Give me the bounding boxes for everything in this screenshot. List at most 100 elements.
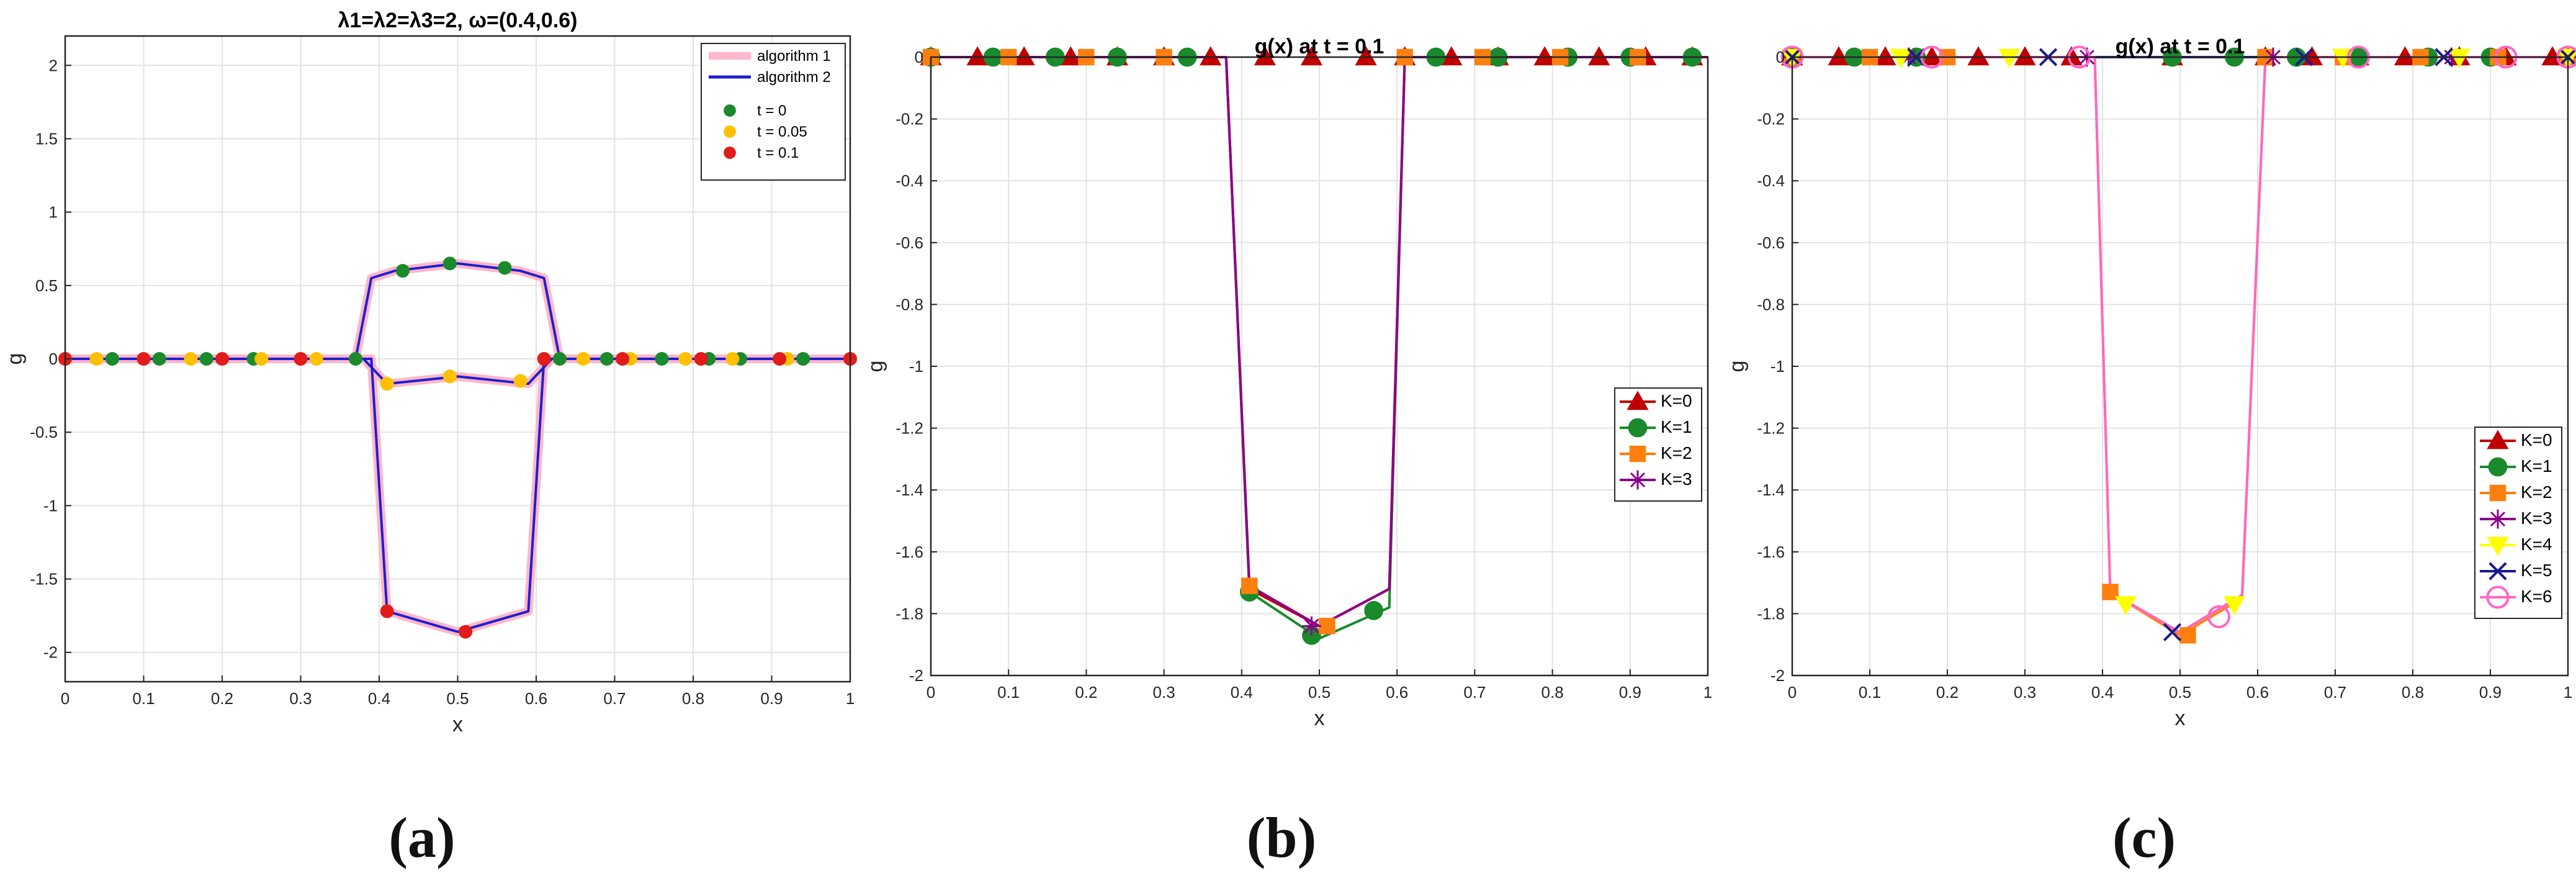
y-tick-label: -1.8 bbox=[1757, 604, 1785, 623]
data-point-t01 bbox=[773, 352, 787, 366]
y-tick-label: -1.4 bbox=[895, 481, 923, 499]
data-point-t0 bbox=[199, 352, 213, 366]
x-tick-label: 1 bbox=[846, 689, 855, 708]
data-point-K=2 bbox=[2179, 627, 2196, 644]
x-tick-label: 0.6 bbox=[1386, 683, 1408, 702]
x-tick-label: 0.8 bbox=[682, 689, 704, 708]
legend: algorithm 1 algorithm 2 t = 0 t = 0.05 t = 0… bbox=[701, 43, 846, 181]
y-tick-label: 0 bbox=[1776, 48, 1785, 66]
x-tick-label: 0.5 bbox=[2169, 683, 2191, 702]
data-point-K=1 bbox=[1364, 601, 1384, 620]
x-tick-label: 1 bbox=[1703, 683, 1712, 702]
data-point-K=4 bbox=[2223, 596, 2246, 616]
y-tick-label: -1.2 bbox=[1757, 419, 1785, 438]
legend-marker-swatch bbox=[2487, 536, 2509, 556]
data-point-K=0 bbox=[1828, 46, 1850, 66]
data-point-t0 bbox=[599, 352, 614, 366]
x-tick-label: 0.4 bbox=[2091, 683, 2114, 702]
data-point-K=5 bbox=[2163, 623, 2182, 641]
legend-marker-swatch bbox=[2488, 509, 2508, 529]
legend-marker-swatch bbox=[2488, 457, 2508, 477]
chart-title: g(x) at t = 0.1 bbox=[2116, 35, 2245, 58]
x-tick-label: 0.8 bbox=[2402, 683, 2424, 702]
y-tick-label: 0.5 bbox=[35, 276, 58, 295]
legend: K=0 K=1 K=2 K=3 K=4 K=5 K=6 bbox=[2474, 427, 2562, 619]
legend-label: K=2 bbox=[1661, 443, 1692, 463]
y-axis-label: g bbox=[864, 361, 887, 373]
legend-marker-swatch bbox=[2488, 562, 2507, 581]
x-tick-label: 0.4 bbox=[1231, 683, 1253, 702]
x-tick-label: 0.9 bbox=[1619, 683, 1641, 702]
y-tick-label: -1.6 bbox=[1757, 543, 1785, 561]
x-tick-label: 0.3 bbox=[1153, 683, 1175, 702]
legend-marker-swatch bbox=[1628, 418, 1648, 438]
data-point-t005 bbox=[442, 369, 457, 384]
y-tick-label: 0 bbox=[915, 48, 923, 66]
y-tick-label: 0 bbox=[49, 350, 58, 368]
legend-label: K=6 bbox=[2521, 587, 2552, 606]
y-tick-label: 1 bbox=[49, 203, 58, 222]
legend-box bbox=[2474, 427, 2562, 619]
data-point-K=0 bbox=[1355, 46, 1377, 66]
data-point-K=0 bbox=[2060, 46, 2083, 66]
chart-panel-2: 0 0.1 0.2 0.3 0.4 0.5 0.6 0.7 0.8 0.9 1 0 -0.2 -0.4 -0… bbox=[1725, 35, 2576, 730]
data-point-t01 bbox=[459, 625, 473, 639]
x-tick-label: 0 bbox=[1788, 683, 1797, 702]
data-point-t005 bbox=[513, 374, 527, 388]
legend-marker-swatch bbox=[1628, 470, 1648, 490]
panel-caption: (c) bbox=[2112, 806, 2176, 869]
legend-label: algorithm 2 bbox=[757, 69, 831, 86]
y-tick-label: -0.2 bbox=[895, 110, 923, 129]
legend-label: K=2 bbox=[2521, 482, 2552, 502]
data-point-K=0 bbox=[1300, 46, 1323, 66]
y-tick-label: -1.5 bbox=[30, 570, 58, 589]
data-point-K=6 bbox=[2207, 605, 2230, 628]
data-point-t005 bbox=[184, 352, 198, 366]
data-point-K=0 bbox=[1440, 46, 1463, 66]
data-point-t01 bbox=[294, 352, 308, 366]
legend-label: K=0 bbox=[1661, 391, 1692, 410]
data-point-t0 bbox=[349, 352, 363, 366]
x-tick-label: 0.5 bbox=[446, 689, 469, 708]
y-tick-label: -0.4 bbox=[895, 171, 923, 190]
data-point-K=2 bbox=[1319, 618, 1335, 635]
y-tick-label: -1 bbox=[909, 357, 923, 376]
data-point-K=0 bbox=[1013, 46, 1035, 66]
data-point-t0 bbox=[152, 352, 166, 366]
data-point-t0 bbox=[498, 261, 512, 275]
x-tick-label: 0 bbox=[61, 689, 70, 708]
data-point-K=0 bbox=[966, 46, 989, 66]
x-tick-label: 0.7 bbox=[2324, 683, 2346, 702]
data-point-K=0 bbox=[1254, 46, 1276, 66]
legend-label: K=3 bbox=[1661, 469, 1692, 489]
data-point-K=0 bbox=[2014, 46, 2036, 66]
x-tick-label: 0.1 bbox=[997, 683, 1020, 702]
data-point-K=0 bbox=[1921, 46, 1943, 66]
x-tick-label: 0.8 bbox=[1542, 683, 1564, 702]
data-point-K=3 bbox=[1302, 616, 1321, 636]
data-point-t005 bbox=[309, 352, 323, 366]
data-point-t005 bbox=[254, 352, 269, 366]
y-tick-label: -0.8 bbox=[895, 295, 923, 314]
data-point-K=0 bbox=[1059, 46, 1082, 66]
data-point-K=0 bbox=[1588, 46, 1610, 66]
legend-label: t = 0.1 bbox=[757, 145, 799, 161]
data-point-t01 bbox=[215, 352, 229, 366]
data-point-K=4 bbox=[2114, 596, 2137, 616]
series-line-algorithm-2-t0 bbox=[65, 262, 850, 360]
data-point-t0 bbox=[796, 352, 810, 366]
y-axis-label: g bbox=[1725, 361, 1749, 373]
x-tick-label: 0.2 bbox=[1075, 683, 1097, 702]
legend-marker-swatch bbox=[2487, 430, 2509, 450]
data-point-t01 bbox=[616, 352, 630, 366]
legend-label: t = 0.05 bbox=[757, 124, 807, 140]
data-point-t0 bbox=[552, 352, 567, 366]
data-point-t0 bbox=[105, 352, 119, 366]
y-axis-label: g bbox=[3, 353, 27, 365]
legend-marker-swatch bbox=[724, 147, 736, 159]
legend-label: K=0 bbox=[2521, 430, 2552, 450]
legend-label: algorithm 1 bbox=[757, 48, 831, 65]
y-tick-label: -0.6 bbox=[895, 233, 923, 252]
legend-marker-swatch bbox=[2489, 484, 2506, 502]
